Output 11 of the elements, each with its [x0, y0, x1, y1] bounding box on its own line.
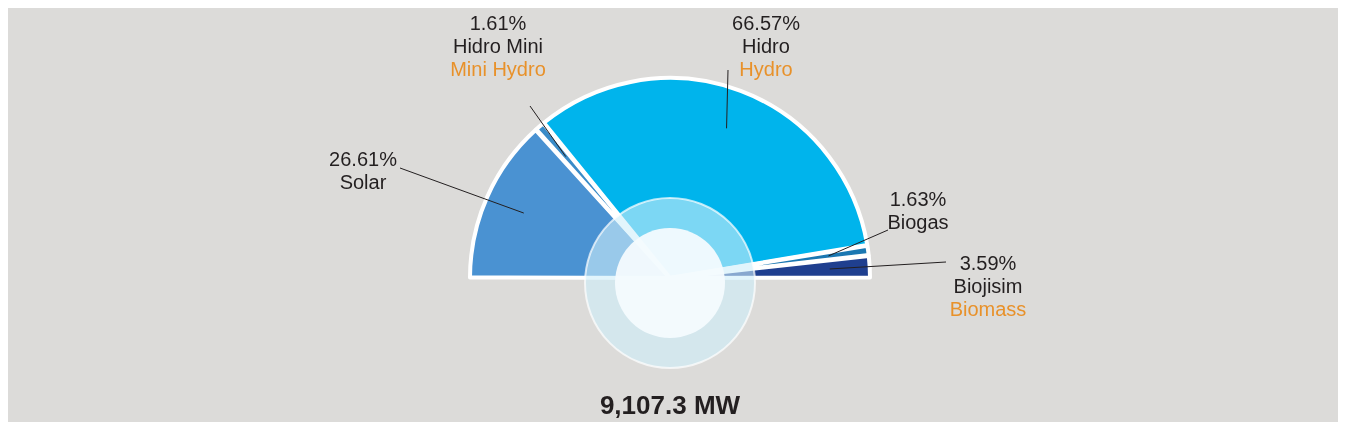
data-label: 26.61%: [329, 148, 398, 170]
data-label: 66.57%: [732, 12, 801, 34]
text: 9,107.3 MW: [599, 390, 741, 420]
data-label: 3.59%: [959, 252, 1017, 274]
slice-label: Solar: [339, 171, 387, 193]
slice-label: Biogas: [887, 211, 949, 233]
data-label: 1.63%: [889, 188, 947, 210]
data-label: 1.61%: [469, 12, 527, 34]
slice-label: Biojisim Biomass: [949, 275, 1027, 320]
slice-label: Hidro Hydro: [739, 35, 793, 80]
slice-label: Hidro Mini Mini Hydro: [450, 35, 546, 80]
